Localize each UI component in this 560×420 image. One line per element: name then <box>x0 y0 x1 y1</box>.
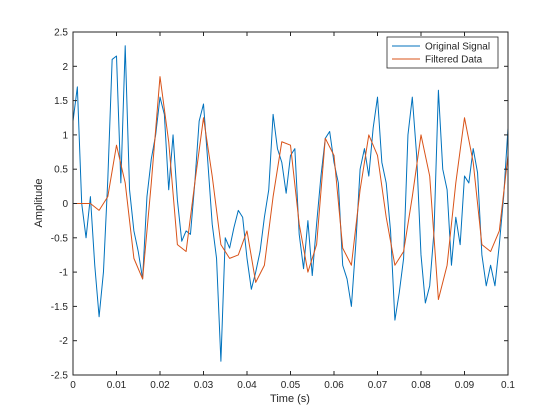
plot-area <box>73 32 508 375</box>
series-line-original-signal <box>72 45 509 362</box>
y-tick-label: -2 <box>59 336 68 347</box>
y-tick-label: 1 <box>62 130 68 141</box>
legend-box <box>386 36 499 69</box>
y-tick-label: 1.5 <box>54 96 68 107</box>
y-tick-label: -0.5 <box>51 233 69 244</box>
x-tick-label: 0.05 <box>281 380 301 391</box>
y-tick-label: -1.5 <box>51 302 69 313</box>
x-tick-label: 0.02 <box>150 380 170 391</box>
x-tick-label: 0.04 <box>237 380 257 391</box>
y-tick-label: 2 <box>62 62 68 73</box>
x-tick-label: 0.07 <box>368 380 388 391</box>
y-tick-label: -2.5 <box>51 371 69 382</box>
x-tick-label: 0.08 <box>411 380 431 391</box>
y-tick-label: -1 <box>59 268 68 279</box>
x-tick-label: 0.01 <box>107 380 127 391</box>
series-line-filtered-data <box>73 76 509 301</box>
y-axis-label: Amplitude <box>33 179 45 228</box>
y-tick-label: 2.5 <box>54 28 68 39</box>
x-axis-ticks: 0 0.01 0.02 0.03 0.04 0.05 0.06 0.07 0.08 0.09 0.1 <box>70 32 515 391</box>
x-axis-label: Time (s) <box>270 393 310 405</box>
legend: Original Signal Filtered Data <box>386 36 499 69</box>
y-axis-ticks: 2.5 2 1.5 1 0.5 0 -0.5 -1 -1.5 -2 -2.5 <box>51 28 508 382</box>
x-tick-label: 0.03 <box>194 380 214 391</box>
x-tick-label: 0.09 <box>455 380 475 391</box>
y-tick-label: 0.5 <box>54 165 68 176</box>
legend-label-original-signal: Original Signal <box>425 42 490 53</box>
x-tick-label: 0.1 <box>501 380 515 391</box>
y-tick-label: 0 <box>62 199 68 210</box>
series-layer <box>72 45 509 362</box>
x-tick-label: 0.06 <box>324 380 344 391</box>
x-tick-label: 0 <box>70 380 76 391</box>
legend-label-filtered-data: Filtered Data <box>425 55 483 66</box>
